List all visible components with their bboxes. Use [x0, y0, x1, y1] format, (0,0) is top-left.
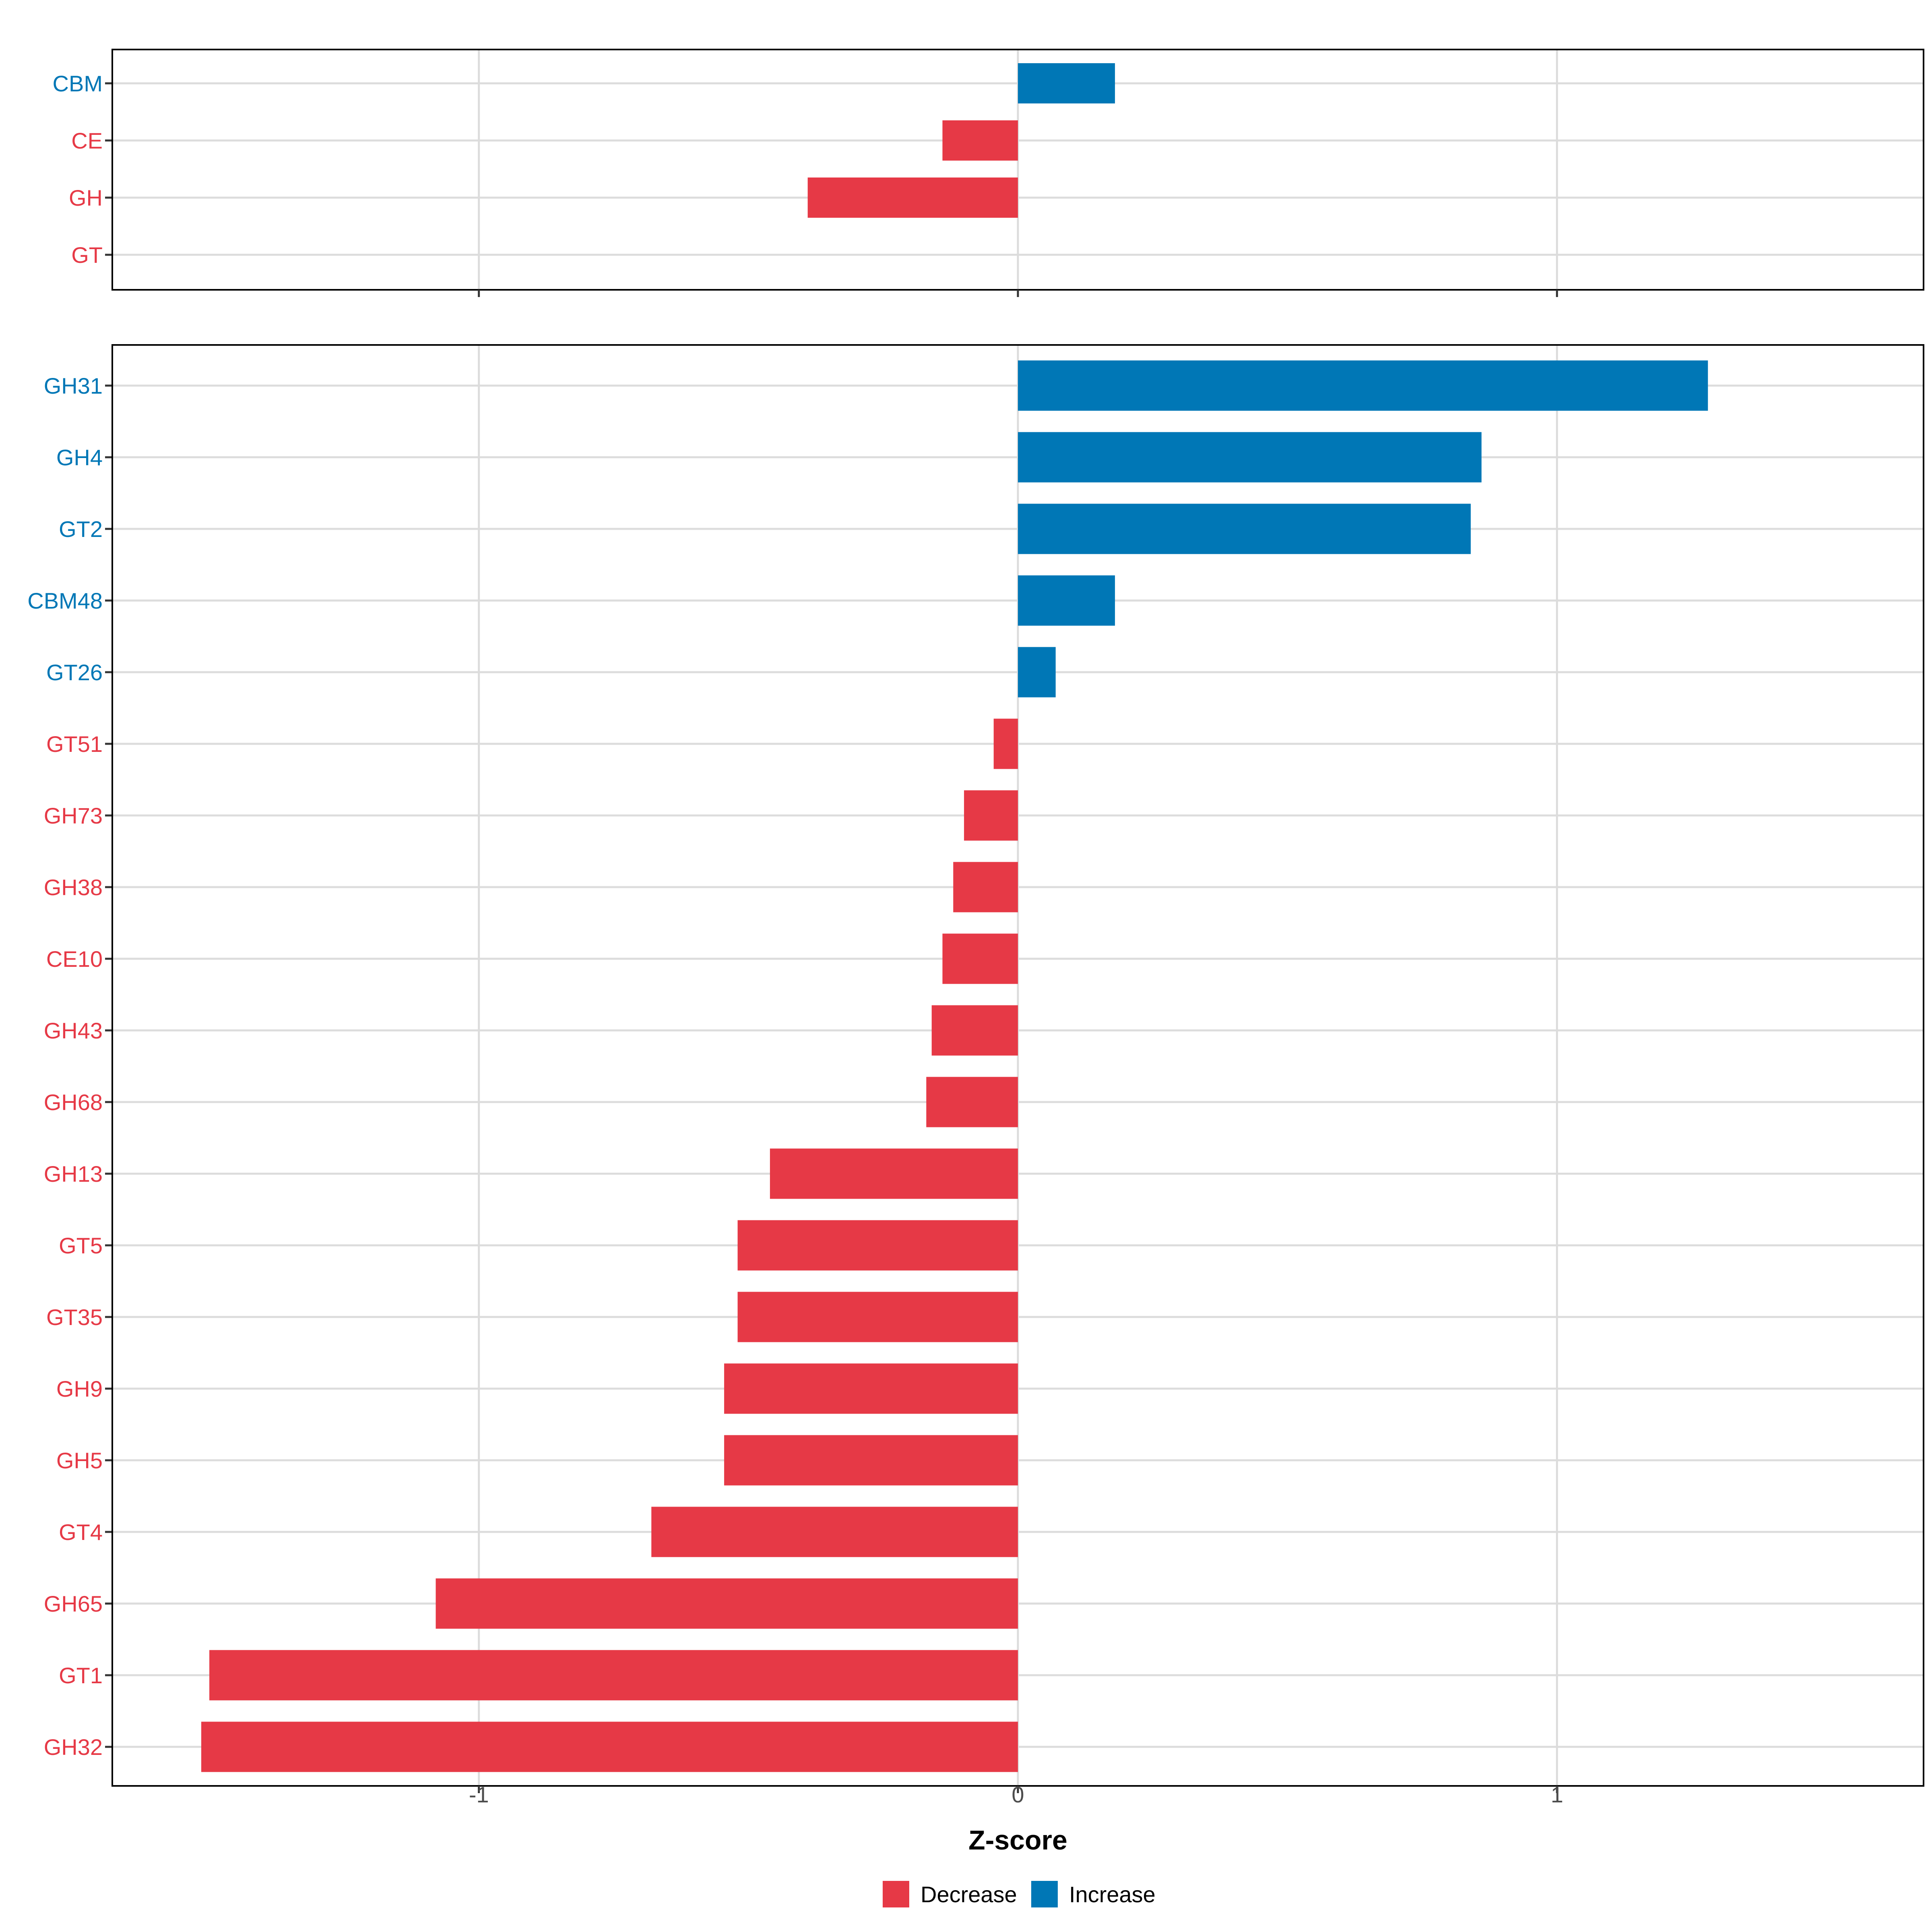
bar-gh13	[770, 1148, 1018, 1199]
y-label-gh43: GH43	[44, 1018, 103, 1043]
y-label-gh32: GH32	[44, 1734, 103, 1760]
y-label-gh: GH	[69, 185, 103, 211]
y-label-gh4: GH4	[56, 445, 103, 470]
bar-cbm	[1018, 63, 1115, 103]
bar-gh65	[436, 1578, 1018, 1629]
bar-gh5	[724, 1435, 1018, 1486]
bar-gt35	[737, 1292, 1018, 1342]
x-tick-label: 1	[1551, 1782, 1563, 1807]
x-tick-label: 0	[1011, 1782, 1024, 1807]
y-label-gt26: GT26	[46, 660, 103, 685]
x-axis: -1 0 1	[469, 1782, 1563, 1807]
bar-gt26	[1018, 647, 1056, 698]
bar-gh68	[926, 1077, 1018, 1127]
bar-gh38	[953, 862, 1018, 912]
y-label-gh38: GH38	[44, 875, 103, 900]
y-label-ce: CE	[71, 128, 103, 153]
bar-gt1	[209, 1650, 1018, 1701]
y-label-gh5: GH5	[56, 1448, 103, 1473]
legend-swatch-decrease	[883, 1881, 909, 1907]
y-label-cbm48: CBM48	[27, 588, 103, 613]
x-axis-title: Z-score	[968, 1825, 1067, 1856]
y-label-ce10: CE10	[46, 946, 103, 972]
y-label-gt51: GT51	[46, 731, 103, 757]
y-label-gh65: GH65	[44, 1591, 103, 1616]
y-label-gt35: GT35	[46, 1305, 103, 1330]
bar-gh31	[1018, 360, 1708, 411]
bar-gt5	[737, 1220, 1018, 1271]
bar-ce10	[942, 933, 1018, 984]
y-label-cbm: CBM	[53, 71, 103, 96]
y-label-gt5: GT5	[59, 1233, 103, 1258]
bar-gh73	[964, 790, 1018, 841]
panel-subfamily: GH31 GH4 GT2 CBM48 GT26 GT51 GH73 GH38 CE10 GH43 G…	[27, 344, 1924, 1793]
y-label-gh68: GH68	[44, 1090, 103, 1115]
y-label-gh9: GH9	[56, 1376, 103, 1402]
bar-gh4	[1018, 432, 1482, 483]
legend: Decrease Increase	[883, 1881, 1156, 1907]
panel-family: CBM CE GH GT	[53, 49, 1924, 297]
y-label-gt2: GT2	[59, 516, 103, 542]
legend-label-decrease: Decrease	[921, 1882, 1017, 1907]
y-label-gt1: GT1	[59, 1663, 103, 1688]
y-label-gh73: GH73	[44, 803, 103, 828]
bar-gt2	[1018, 504, 1471, 554]
bar-gh	[807, 178, 1018, 218]
y-label-gh13: GH13	[44, 1161, 103, 1187]
y-label-gh31: GH31	[44, 373, 103, 398]
bar-ce	[942, 120, 1018, 161]
legend-swatch-increase	[1031, 1881, 1058, 1907]
bar-gh32	[201, 1721, 1018, 1772]
bar-gh9	[724, 1363, 1018, 1414]
bar-gt51	[993, 718, 1018, 769]
bar-cbm48	[1018, 575, 1115, 626]
bar-gh43	[931, 1005, 1018, 1056]
bar-gt4	[651, 1507, 1018, 1557]
x-tick-label: -1	[469, 1782, 489, 1807]
legend-label-increase: Increase	[1069, 1882, 1156, 1907]
y-label-gt4: GT4	[59, 1519, 103, 1545]
y-label-gt: GT	[71, 242, 103, 268]
